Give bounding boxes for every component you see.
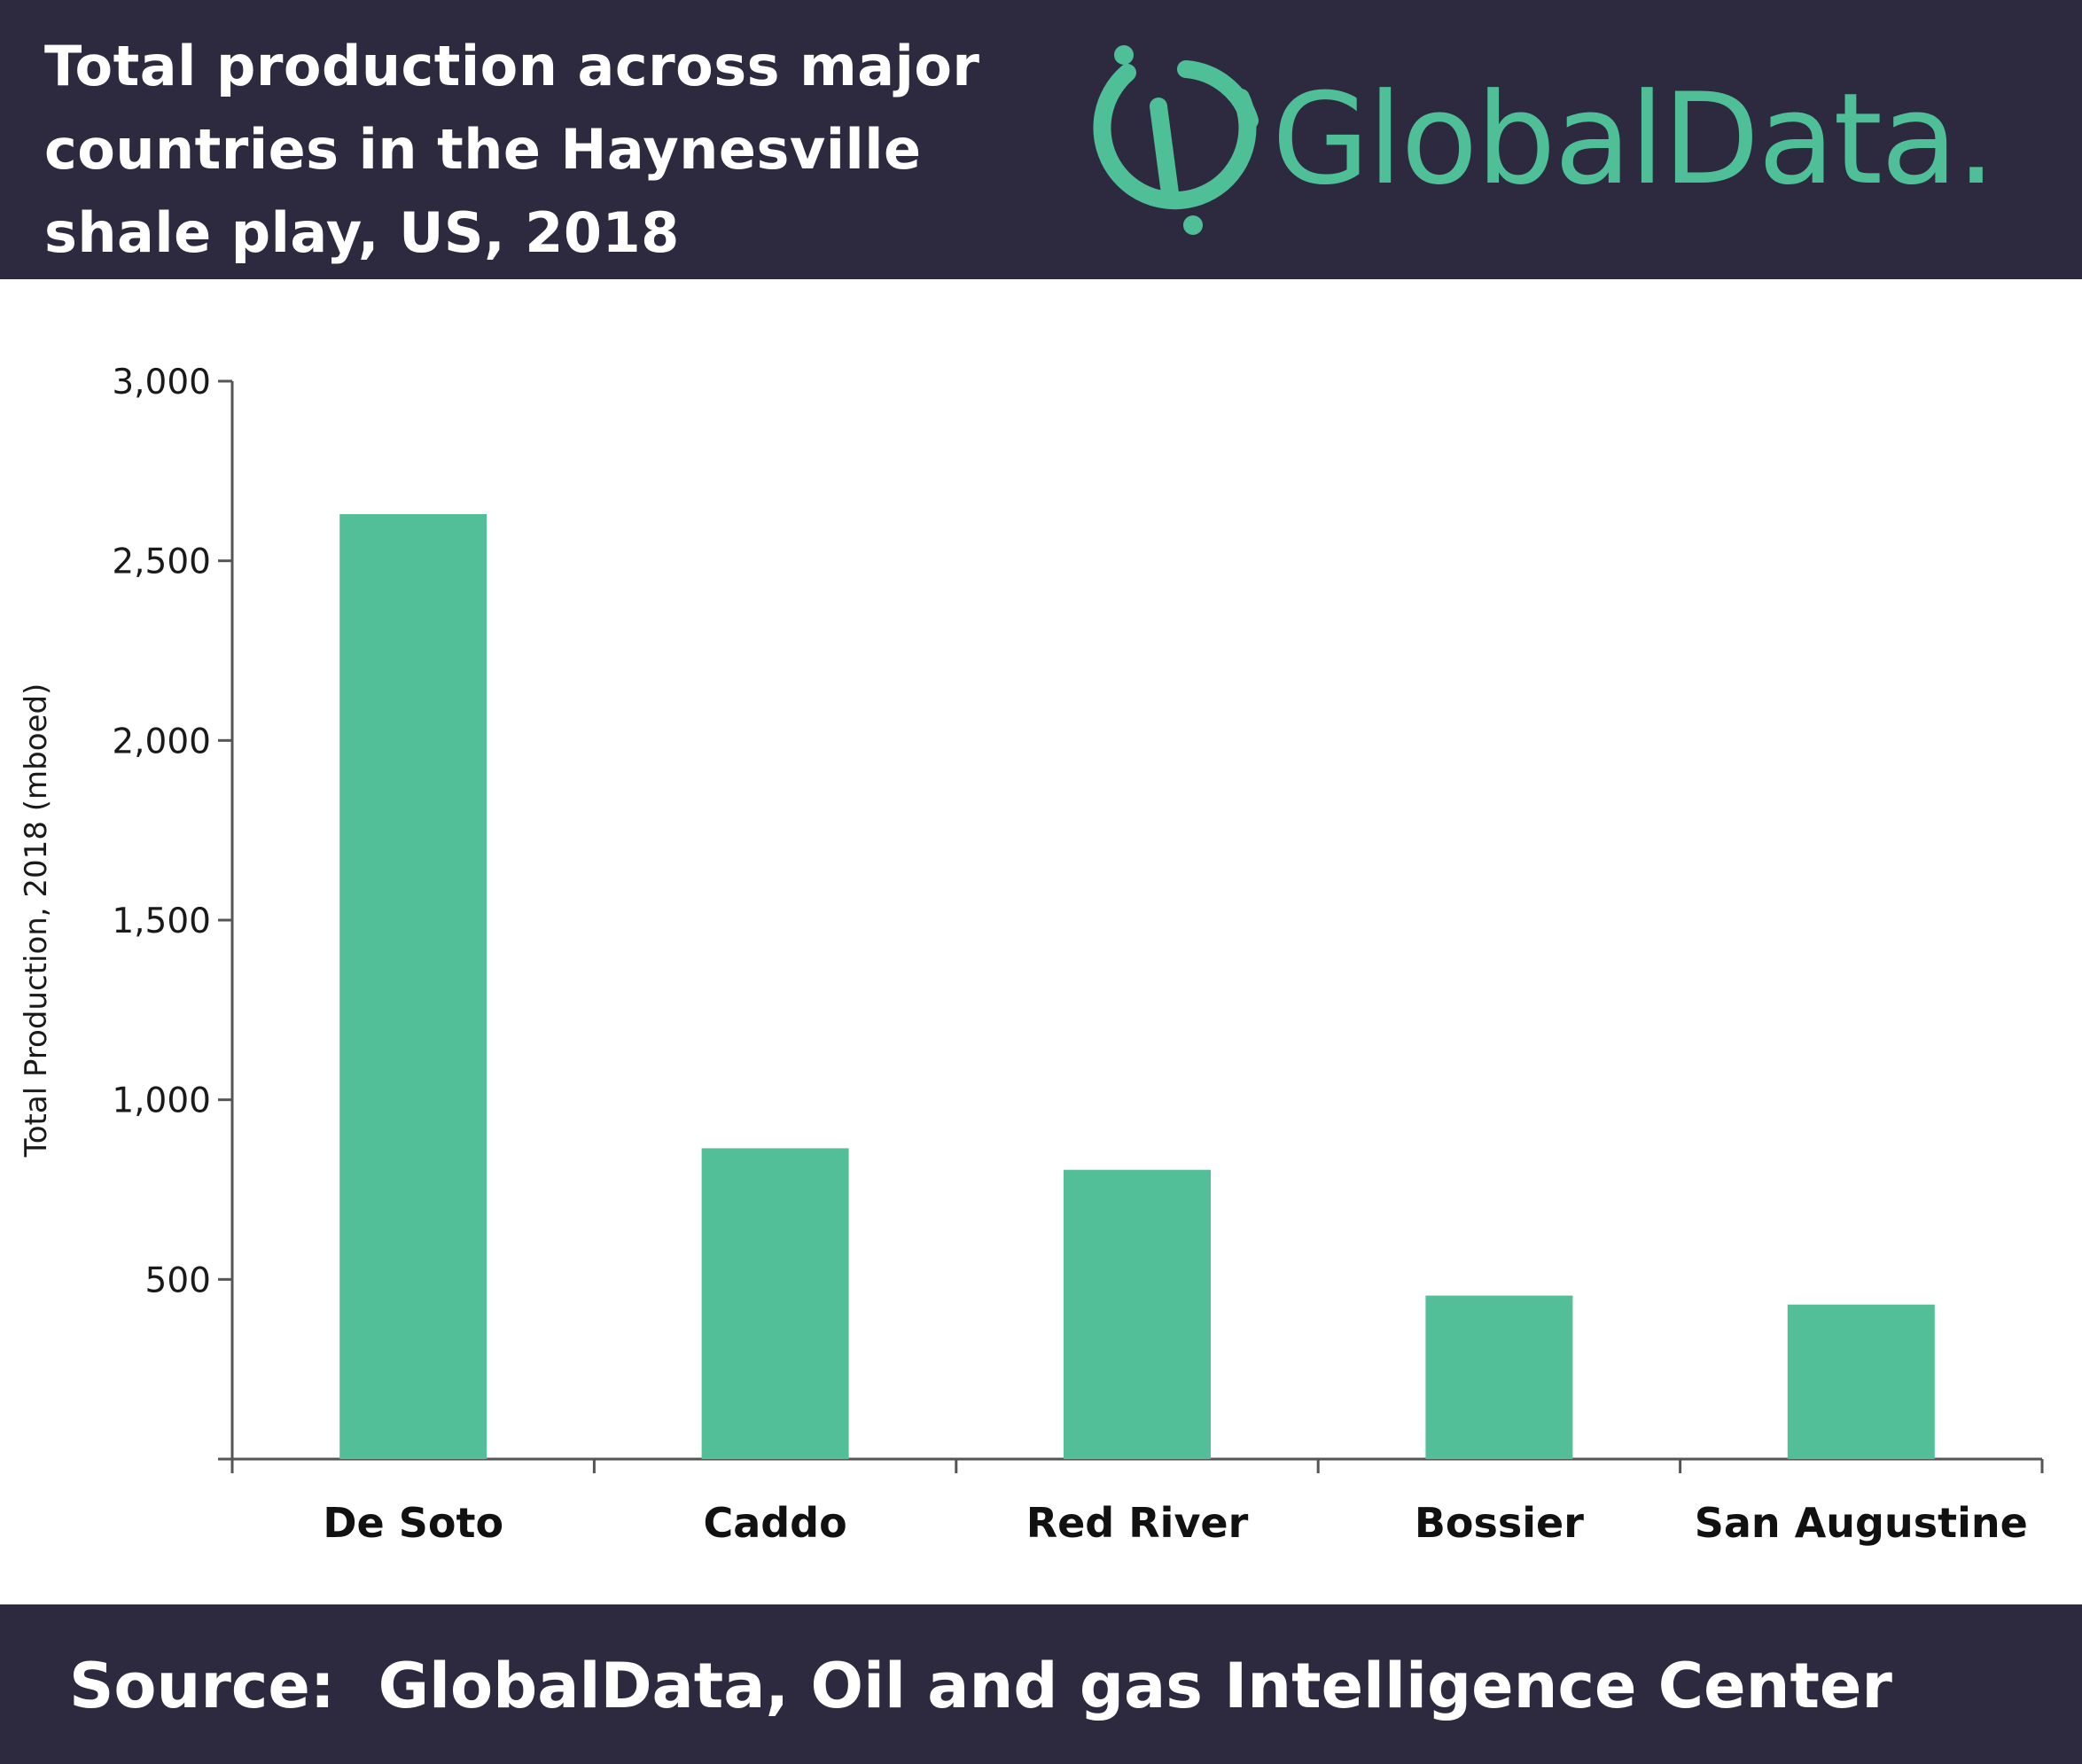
y-tick-label: 1,500 — [112, 902, 211, 941]
globaldata-logo: GlobalData. — [1072, 35, 2065, 248]
bar-chart: 500 1,000 1,500 2,000 2,500 3,000 De Soto Cadd… — [0, 279, 2082, 1604]
y-tick-label: 500 — [145, 1261, 211, 1300]
source-note: Source: GlobalData, Oil and gas Intellig… — [69, 1650, 1892, 1722]
x-axis: De Soto Caddo Red River Bossier San Augustin… — [218, 1457, 2044, 1547]
bars — [339, 513, 1935, 1459]
chart-title: Total production across major countries … — [44, 34, 980, 265]
x-category-label: Bossier — [1415, 1499, 1584, 1547]
x-category-label: De Soto — [323, 1499, 503, 1547]
bar-red-river — [1064, 1169, 1211, 1459]
bar-san-augustine — [1787, 1304, 1935, 1459]
bar-caddo — [701, 1148, 849, 1459]
bar-bossier — [1425, 1295, 1573, 1459]
y-tick-label: 2,500 — [112, 542, 211, 582]
x-category-label: Caddo — [703, 1499, 846, 1547]
y-axis-title: Total Production, 2018 (mboed) — [19, 683, 54, 1159]
y-tick-label: 1,000 — [112, 1081, 211, 1121]
x-category-label: Red River — [1026, 1499, 1249, 1547]
bar-de-soto — [339, 513, 487, 1459]
y-tick-label: 3,000 — [112, 363, 211, 402]
chart-canvas: 500 1,000 1,500 2,000 2,500 3,000 De Soto Cadd… — [19, 363, 2044, 1547]
logo-wordmark: GlobalData. — [1272, 66, 1996, 213]
globaldata-logo-icon — [1093, 45, 1259, 235]
x-category-label: San Augustine — [1695, 1499, 2028, 1547]
chart-header: Total production across major countries … — [0, 0, 2082, 279]
chart-footer: Source: GlobalData, Oil and gas Intellig… — [0, 1604, 2082, 1764]
y-axis: 500 1,000 1,500 2,000 2,500 3,000 — [112, 363, 234, 1459]
y-tick-label: 2,000 — [112, 722, 211, 761]
